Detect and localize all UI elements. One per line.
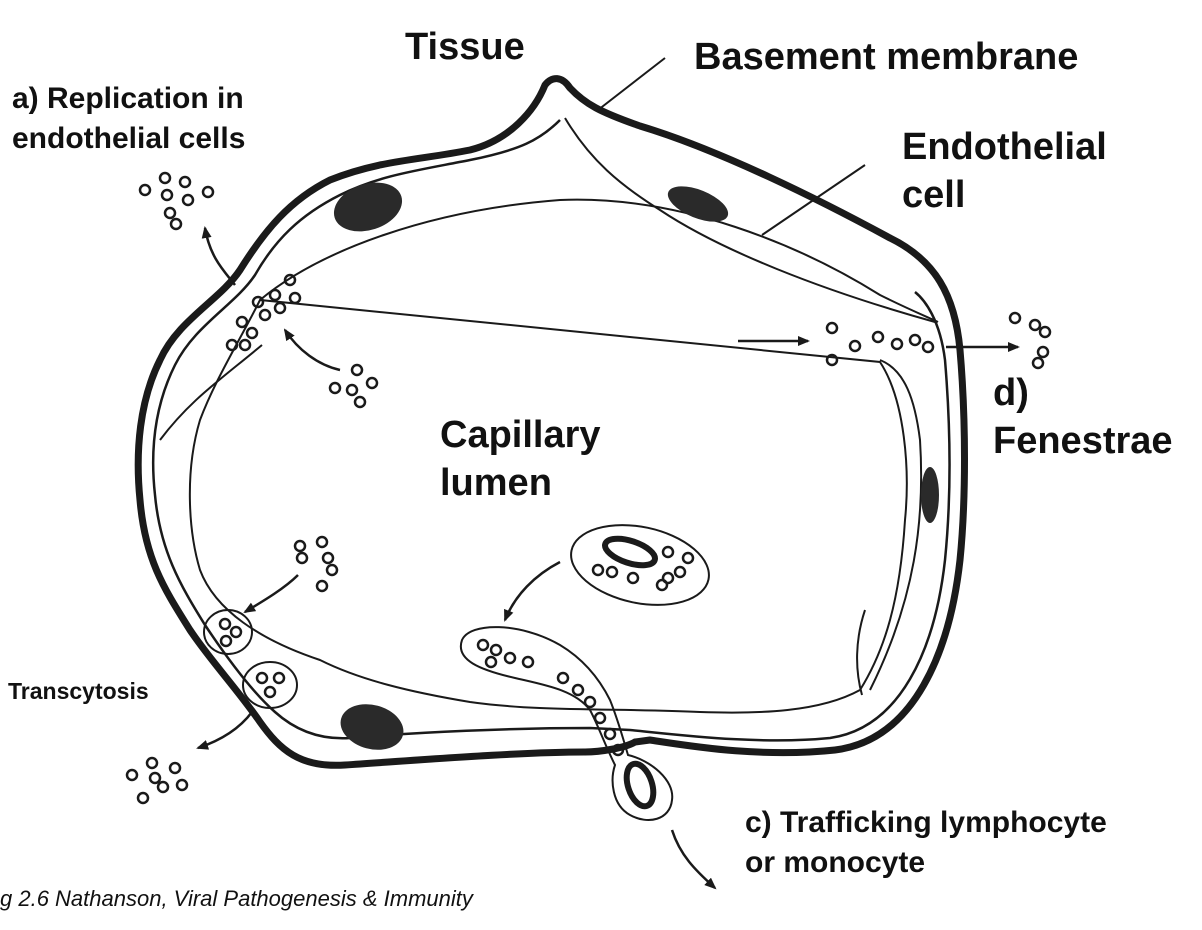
monocyte-exit-arrow bbox=[670, 829, 717, 890]
basement-membrane-outline bbox=[134, 75, 968, 769]
lymphocyte bbox=[570, 524, 710, 606]
label-endothelial-cell-line2: cell bbox=[902, 174, 966, 216]
label-fenestrae-line1: d) bbox=[993, 372, 1029, 414]
transcytosis-vesicle bbox=[203, 609, 253, 655]
release-arrow-a bbox=[201, 226, 236, 286]
cell-junction-top bbox=[564, 117, 936, 323]
transcytosis-vesicle bbox=[242, 661, 298, 709]
lymphocyte-nucleus bbox=[602, 535, 658, 569]
label-fenestrae-line2: Fenestrae bbox=[993, 420, 1173, 462]
figure-caption: g 2.6 Nathanson, Viral Pathogenesis & Im… bbox=[0, 886, 473, 911]
label-capillary-line2: lumen bbox=[440, 462, 552, 504]
label-transcytosis: Transcytosis bbox=[8, 678, 149, 704]
migrating-monocyte bbox=[459, 626, 674, 821]
endothelium-inner-edge bbox=[151, 119, 951, 742]
basement-membrane-leader bbox=[597, 57, 666, 111]
nucleus bbox=[333, 182, 403, 232]
luminal-membrane bbox=[188, 198, 939, 714]
nucleus bbox=[340, 704, 404, 750]
label-tissue: Tissue bbox=[405, 26, 525, 68]
label-replication-line1: a) Replication in bbox=[12, 82, 244, 115]
lymphocyte-migration-arrow bbox=[503, 560, 561, 622]
label-capillary-line1: Capillary bbox=[440, 414, 601, 456]
release-arrow-transcytosis bbox=[196, 711, 253, 750]
label-basement-membrane: Basement membrane bbox=[694, 36, 1079, 78]
label-trafficking-line2: or monocyte bbox=[745, 846, 926, 879]
nucleus bbox=[921, 467, 939, 523]
cell-junction-right bbox=[869, 359, 923, 691]
label-replication-line2: endothelial cells bbox=[12, 122, 246, 155]
monocyte-nucleus bbox=[623, 760, 657, 810]
uptake-arrow-transcytosis bbox=[243, 574, 299, 614]
endothelial-cell-leader bbox=[761, 164, 866, 236]
label-trafficking-line1: c) Trafficking lymphocyte bbox=[745, 806, 1107, 839]
cell-junction-left bbox=[159, 344, 263, 441]
label-endothelial-cell-line1: Endothelial bbox=[902, 126, 1107, 168]
virus-particles bbox=[125, 171, 1052, 805]
uptake-arrow-a bbox=[283, 328, 341, 372]
nucleus bbox=[667, 186, 729, 222]
cell-junction-right-inner bbox=[856, 609, 866, 696]
